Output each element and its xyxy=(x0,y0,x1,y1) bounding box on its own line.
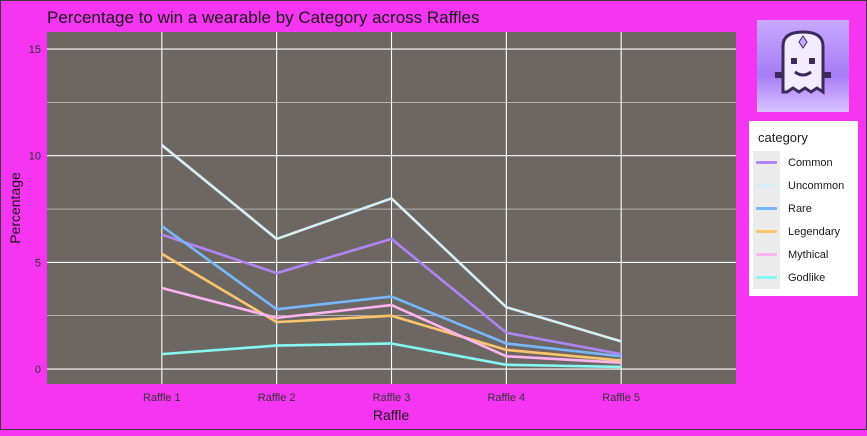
legend-label: Legendary xyxy=(788,226,840,238)
legend-key xyxy=(753,243,780,266)
x-tick-label: Raffle 3 xyxy=(373,392,411,404)
x-axis-title: Raffle xyxy=(373,407,410,423)
y-tick-labels: 0 5 10 15 xyxy=(29,44,41,376)
legend-key xyxy=(753,151,780,174)
y-axis-title: Percentage xyxy=(7,172,23,244)
legend-label: Mythical xyxy=(788,249,828,261)
legend-label: Common xyxy=(788,157,833,169)
x-tick-label: Raffle 5 xyxy=(602,392,640,404)
ghost-logo-icon xyxy=(757,20,849,112)
legend-key xyxy=(753,220,780,243)
legend-item-legendary: Legendary xyxy=(753,220,857,243)
legend-item-common: Common xyxy=(753,151,857,174)
legend-label: Rare xyxy=(788,203,812,215)
legend-swatch xyxy=(756,253,777,256)
legend-key xyxy=(753,197,780,220)
x-tick-label: Raffle 1 xyxy=(143,392,181,404)
legend-item-uncommon: Uncommon xyxy=(753,174,857,197)
y-tick-label: 15 xyxy=(29,44,41,56)
chart-title: Percentage to win a wearable by Category… xyxy=(47,8,479,27)
y-tick-label: 10 xyxy=(29,151,41,163)
legend: category Common Uncommon Rare Legendary Myth… xyxy=(749,121,858,296)
legend-swatch xyxy=(756,230,777,233)
legend-swatch xyxy=(756,276,777,279)
legend-title: category xyxy=(758,130,808,145)
x-tick-label: Raffle 4 xyxy=(487,392,525,404)
legend-label: Godlike xyxy=(788,272,825,284)
y-tick-label: 5 xyxy=(35,257,41,269)
legend-item-mythical: Mythical xyxy=(753,243,857,266)
y-tick-label: 0 xyxy=(35,364,41,376)
legend-label: Uncommon xyxy=(788,180,844,192)
x-tick-label: Raffle 2 xyxy=(258,392,296,404)
legend-item-godlike: Godlike xyxy=(753,266,857,289)
legend-swatch xyxy=(756,184,777,187)
legend-swatch xyxy=(756,207,777,210)
legend-key xyxy=(753,266,780,289)
legend-key xyxy=(753,174,780,197)
legend-item-rare: Rare xyxy=(753,197,857,220)
legend-swatch xyxy=(756,161,777,164)
x-tick-labels: Raffle 1 Raffle 2 Raffle 3 Raffle 4 Raffle 5 xyxy=(143,392,640,404)
